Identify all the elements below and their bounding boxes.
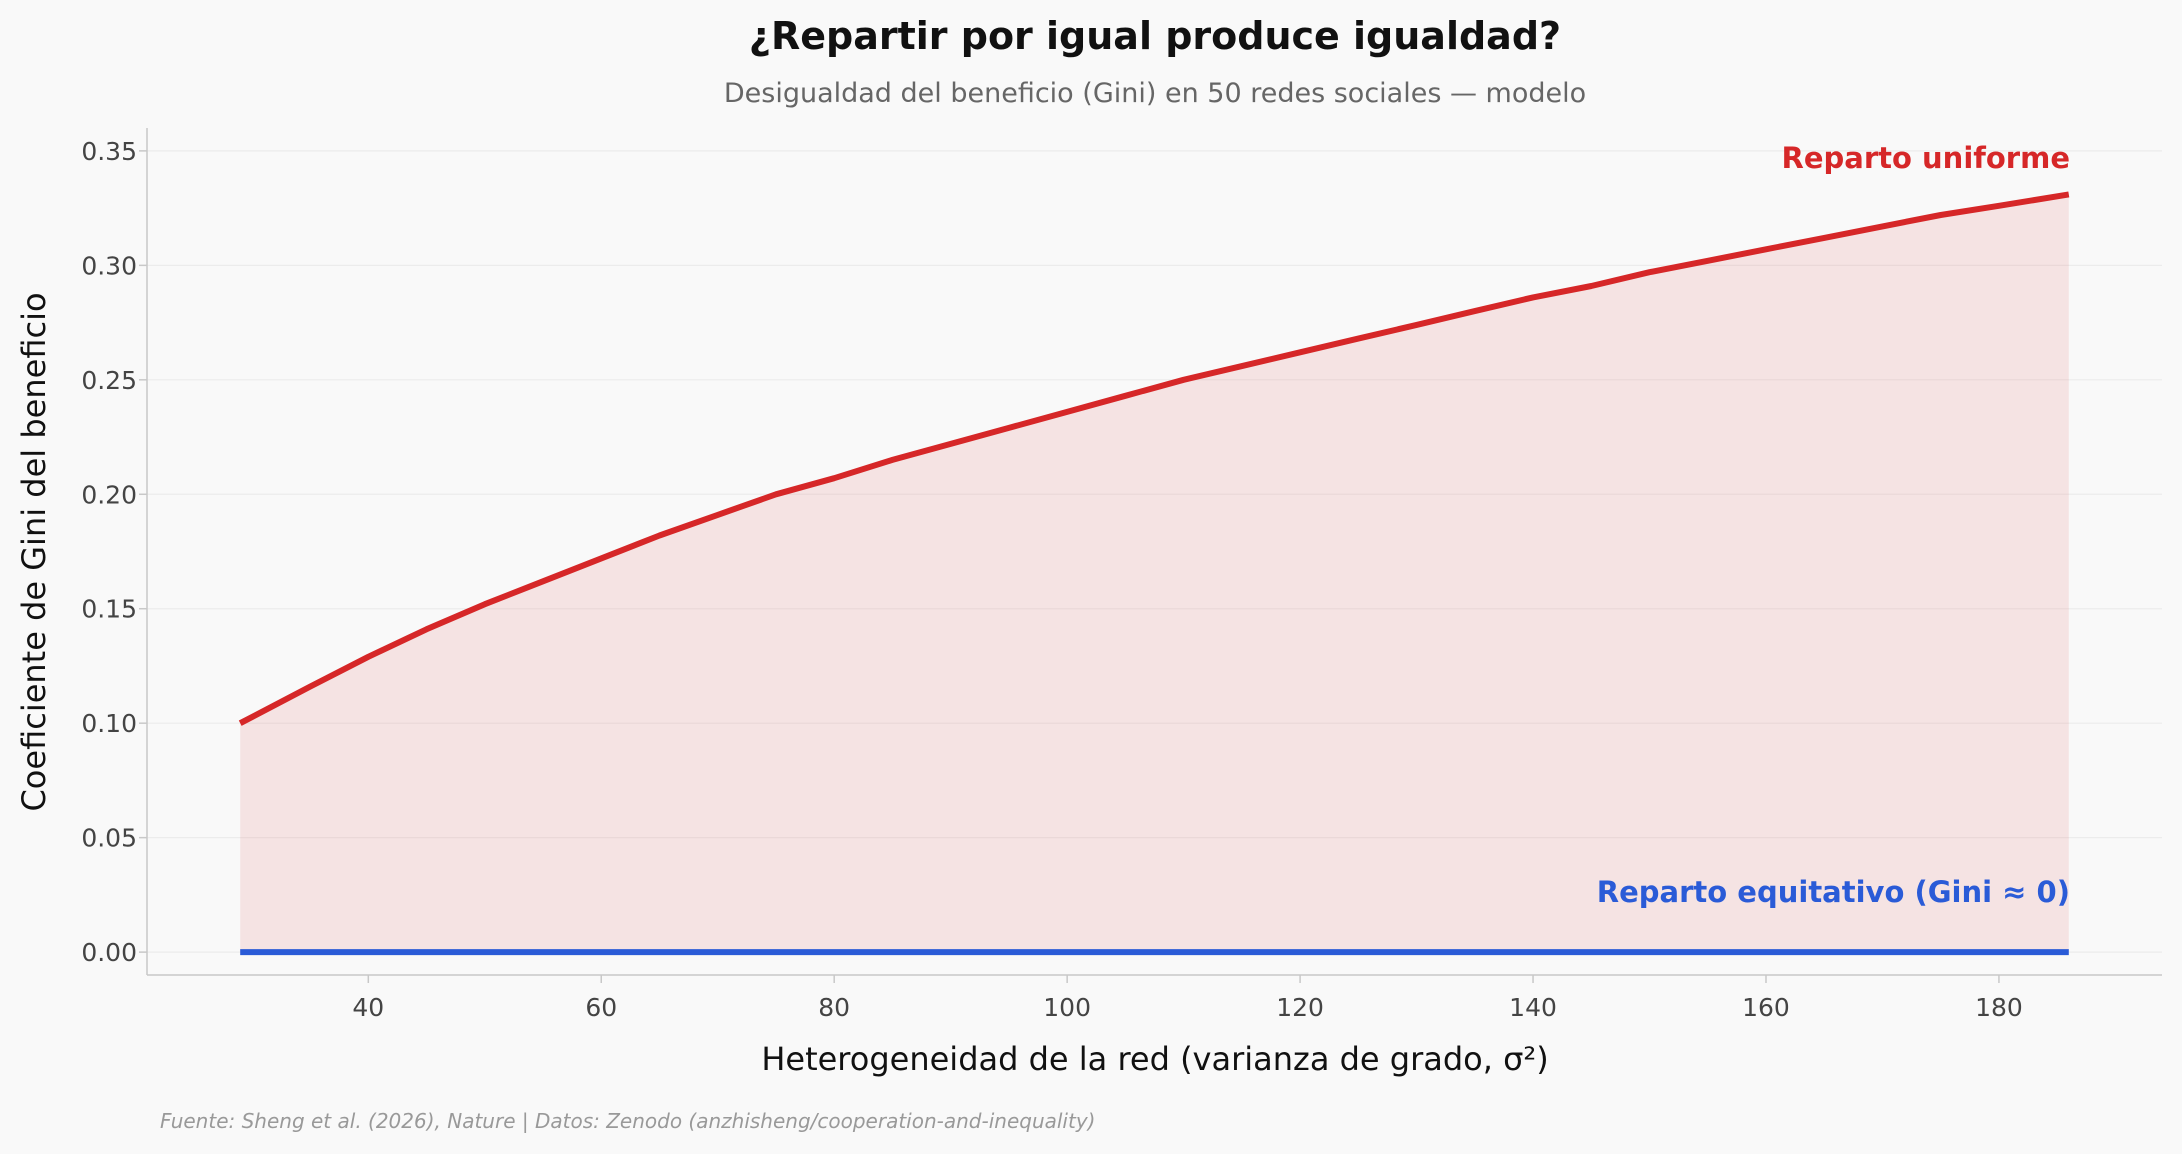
x-tick-label-5: 140 bbox=[1509, 993, 1557, 1022]
y-tick-label-7: 0.35 bbox=[81, 137, 137, 166]
chart-subtitle: Desigualdad del beneficio (Gini) en 50 r… bbox=[724, 78, 1586, 109]
y-tick-label-6: 0.30 bbox=[81, 251, 137, 280]
area-fill-group bbox=[240, 194, 2069, 953]
series-area-0 bbox=[240, 194, 2069, 953]
x-axis-label: Heterogeneidad de la red (varianza de gr… bbox=[761, 1040, 1548, 1078]
source-note: Fuente: Sheng et al. (2026), Nature | Da… bbox=[160, 1109, 1095, 1133]
series-label-equitativo: Reparto equitativo (Gini ≈ 0) bbox=[1597, 875, 2070, 909]
x-tick-label-4: 120 bbox=[1276, 993, 1324, 1022]
x-tick-label-0: 40 bbox=[352, 993, 384, 1022]
x-tick-label-7: 180 bbox=[1975, 993, 2023, 1022]
y-tick-label-0: 0.00 bbox=[81, 938, 137, 967]
y-tick-label-3: 0.15 bbox=[81, 595, 137, 624]
y-axis-label: Coeficiente de Gini del beneficio bbox=[15, 292, 53, 811]
grid-lines bbox=[147, 150, 2162, 953]
y-tick-label-5: 0.25 bbox=[81, 366, 137, 395]
series-lines bbox=[238, 191, 2070, 956]
x-tick-label-3: 100 bbox=[1043, 993, 1091, 1022]
chart-title: ¿Repartir por igual produce igualdad? bbox=[749, 14, 1561, 58]
series-label-uniforme: Reparto uniforme bbox=[1782, 141, 2070, 175]
y-tick-label-4: 0.20 bbox=[81, 480, 137, 509]
x-tick-label-6: 160 bbox=[1742, 993, 1790, 1022]
y-tick-label-1: 0.05 bbox=[81, 824, 137, 853]
x-tick-label-2: 80 bbox=[818, 993, 850, 1022]
series-line-0 bbox=[238, 191, 2070, 726]
x-axis-ticks: 40 60 80 100 120 140 160 180 bbox=[352, 975, 2023, 1022]
x-tick-label-1: 60 bbox=[585, 993, 617, 1022]
y-axis-ticks: 0.00 0.05 0.10 0.15 0.20 0.25 0.30 0.35 bbox=[81, 137, 147, 967]
y-tick-label-2: 0.10 bbox=[81, 709, 137, 738]
